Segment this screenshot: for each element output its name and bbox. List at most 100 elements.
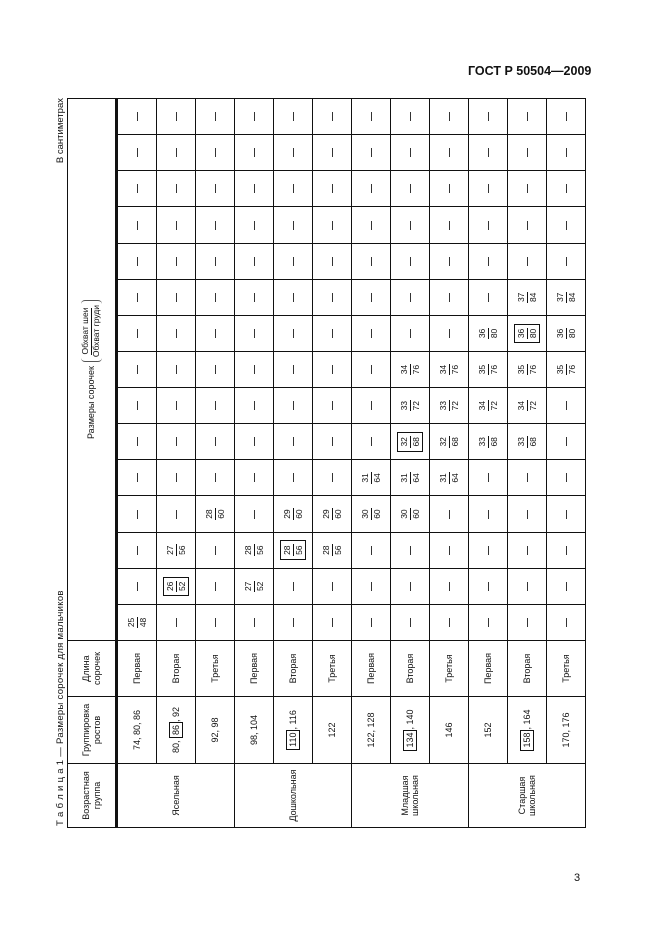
- neck-girth: 30: [399, 508, 411, 520]
- size-cell: [351, 315, 391, 352]
- size-cell: [273, 170, 313, 207]
- dash-mark: [449, 617, 451, 627]
- height-value: 92: [171, 706, 181, 717]
- dash-mark: [137, 365, 139, 375]
- chest-girth: 84: [566, 292, 577, 303]
- neck-girth: 28: [243, 544, 255, 556]
- size-cell: [468, 459, 508, 496]
- size-fraction: 25 48: [126, 615, 148, 630]
- size-fraction: 31 64: [399, 470, 421, 485]
- size-fraction: 34 76: [438, 362, 460, 377]
- chest-girth: 56: [332, 545, 343, 555]
- dash-mark: [293, 256, 295, 266]
- dash-mark: [293, 473, 295, 483]
- dash-mark: [254, 401, 256, 411]
- chest-girth: 48: [137, 617, 148, 628]
- dash-mark: [137, 581, 139, 591]
- dash-mark: [215, 437, 217, 447]
- length-cell: Вторая: [507, 640, 547, 697]
- chest-girth: 76: [488, 364, 499, 375]
- size-cell: [234, 459, 274, 496]
- dash-mark: [371, 256, 373, 266]
- neck-girth: 29: [321, 508, 333, 520]
- standard-number: ГОСТ Р 50504—2009: [468, 64, 592, 78]
- header-sizes-fraction: Обхват шеи Обхват груди: [80, 299, 102, 363]
- size-cell: [312, 568, 352, 605]
- size-cell: 34 72: [507, 387, 547, 424]
- age-group-cell: Дошкольная: [234, 763, 352, 828]
- size-cell: [546, 243, 586, 280]
- dash-mark: [332, 184, 334, 194]
- dash-mark: [527, 112, 529, 122]
- dash-mark: [332, 112, 334, 122]
- size-cell: [507, 170, 547, 207]
- height-group-cell: 74, 80, 86: [116, 696, 157, 764]
- height-value: 176: [561, 712, 571, 728]
- size-cell: [234, 604, 274, 641]
- dash-mark: [410, 148, 412, 158]
- size-cell: [195, 134, 235, 171]
- size-cell: [468, 496, 508, 533]
- dash-mark: [410, 292, 412, 302]
- size-cell: 35 76: [546, 351, 586, 388]
- dash-mark: [137, 148, 139, 158]
- boxed-height-value: 158: [520, 729, 534, 751]
- neck-girth: 35: [555, 363, 567, 376]
- dash-mark: [527, 184, 529, 194]
- length-cell: Третья: [195, 640, 235, 697]
- dash-mark: [371, 328, 373, 338]
- size-cell: [351, 568, 391, 605]
- boxed-size-fraction: 26 52: [163, 576, 189, 597]
- chest-girth: 72: [449, 400, 460, 411]
- size-cell: [312, 134, 352, 171]
- table-row: Ясельная 74, 80, 86 Первая 25 48: [116, 98, 235, 828]
- header-height-group: Группировка ростов: [67, 696, 117, 764]
- dash-mark: [176, 437, 178, 447]
- neck-girth: 31: [360, 472, 372, 484]
- size-cell: [234, 98, 274, 135]
- neck-girth: 37: [516, 291, 528, 304]
- height-value: 74: [132, 740, 142, 751]
- dash-mark: [527, 581, 529, 591]
- dash-mark: [449, 220, 451, 230]
- neck-girth: 35: [477, 363, 489, 376]
- size-cell: [507, 459, 547, 496]
- size-fraction: 29 60: [321, 506, 343, 521]
- neck-girth: 33: [399, 399, 411, 412]
- dash-mark: [254, 509, 256, 519]
- dash-mark: [449, 184, 451, 194]
- dash-mark: [488, 184, 490, 194]
- dash-mark: [371, 292, 373, 302]
- dash-mark: [371, 437, 373, 447]
- dash-mark: [176, 256, 178, 266]
- size-cell: [312, 315, 352, 352]
- chest-girth: 52: [176, 581, 187, 592]
- dash-mark: [410, 220, 412, 230]
- dash-mark: [254, 256, 256, 266]
- size-cell: [546, 532, 586, 569]
- dash-mark: [254, 365, 256, 375]
- neck-girth: 34: [516, 399, 528, 412]
- dash-mark: [293, 148, 295, 158]
- age-group-cell: Ясельная: [116, 763, 235, 828]
- dash-mark: [449, 509, 451, 519]
- size-cell: [156, 351, 196, 388]
- size-cell: 37 84: [546, 279, 586, 316]
- table-body: Ясельная 74, 80, 86 Первая 25 48 80, 86, 92 Вт…: [116, 98, 586, 828]
- dash-mark: [137, 112, 139, 122]
- size-cell: [546, 207, 586, 244]
- dash-mark: [566, 148, 568, 158]
- dash-mark: [449, 328, 451, 338]
- boxed-size-fraction: 32 68: [397, 432, 423, 452]
- dash-mark: [488, 581, 490, 591]
- size-cell: [234, 134, 274, 171]
- chest-girth: 72: [527, 400, 538, 411]
- dash-mark: [449, 148, 451, 158]
- size-cell: [429, 315, 469, 352]
- size-fraction: 36 80: [477, 326, 499, 341]
- chest-girth: 80: [527, 328, 538, 339]
- size-cell: [116, 279, 157, 316]
- dash-mark: [527, 617, 529, 627]
- neck-girth: 36: [477, 327, 489, 340]
- dash-mark: [215, 365, 217, 375]
